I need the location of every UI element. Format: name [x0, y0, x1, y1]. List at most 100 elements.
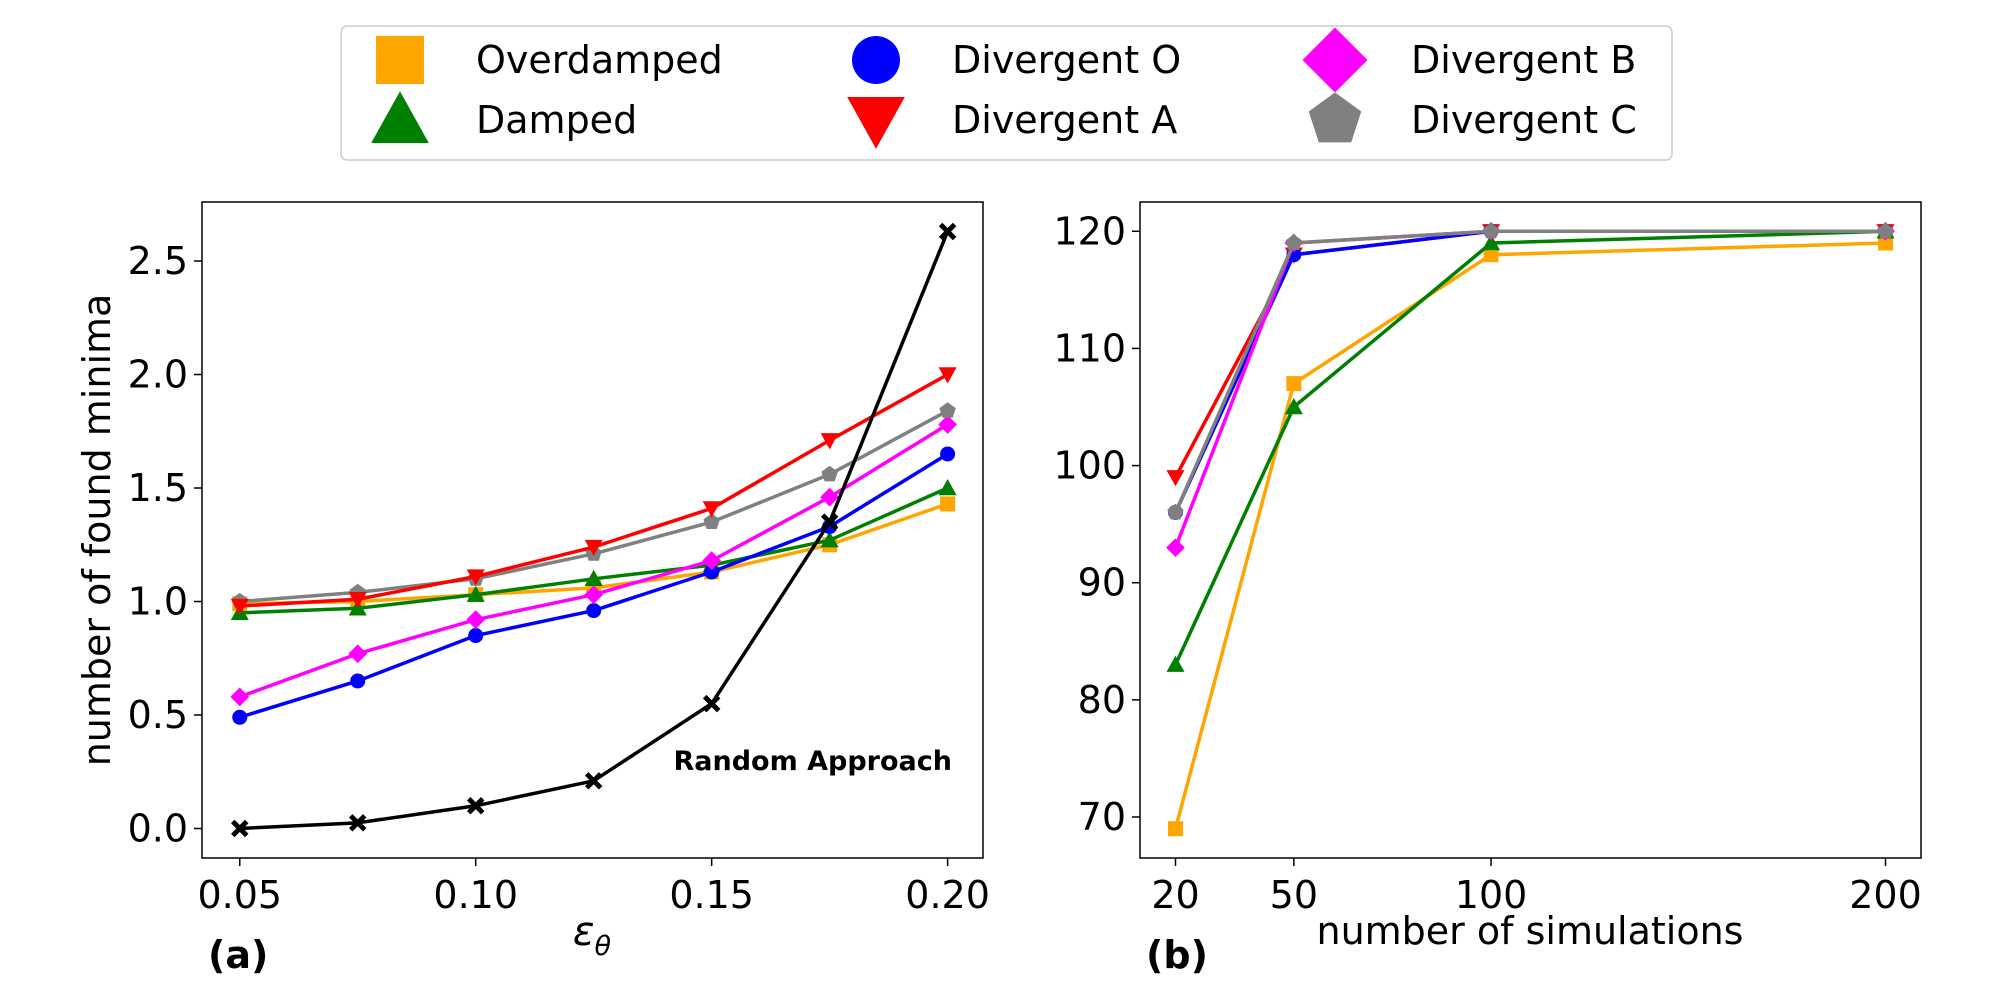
legend-marker-divergent-a: [847, 96, 905, 149]
panel-b-point-damped-0: [1166, 655, 1185, 672]
panel-a-point-divergent-o-0: [232, 709, 248, 725]
legend-marker-overdamped: [376, 36, 424, 84]
panel-b-point-damped-2: [1482, 234, 1501, 251]
panel-a-point-divergent-a-4: [702, 501, 721, 518]
legend-label-divergent-b: Divergent B: [1411, 38, 1636, 82]
legend-marker-damped: [371, 91, 429, 144]
panel-a-point-divergent-o-2: [468, 628, 484, 644]
panel-a-point-divergent-a-5: [820, 433, 839, 450]
panel-b-point-divergent-c-1: [1285, 234, 1303, 250]
panel-a-point-overdamped-6: [940, 496, 956, 512]
panel-a-point-damped-2: [466, 585, 485, 602]
panel-a-point-random-approach-0: [231, 819, 249, 838]
panel-a-ytick-label-1: 0.5: [128, 693, 188, 737]
panel-a-point-divergent-a-3: [584, 539, 603, 557]
panel-b-xtick-label-0: 20: [1151, 873, 1199, 917]
panel-a-point-divergent-b-2: [466, 610, 486, 630]
panel-a-point-random-approach-1: [348, 814, 367, 832]
panel-a-point-random-approach-6: [938, 222, 957, 241]
legend: Overdamped Divergent O Divergent B Damped Di…: [340, 25, 1673, 161]
panel-a-xtick-label-2: 0.15: [669, 873, 754, 917]
panel-b-xlabel: number of simulations: [1317, 909, 1744, 953]
legend-marker-divergent-b: [1302, 27, 1368, 93]
panel-a-point-divergent-a-0: [230, 598, 249, 616]
panel-b-point-overdamped-0: [1168, 821, 1183, 837]
panel-b: 20 50 100 200 70 80 90 100 110 120 number of simu…: [1053, 201, 1922, 977]
panel-a-point-divergent-c-4: [703, 513, 720, 530]
panel-a-point-divergent-b-4: [702, 551, 722, 571]
panel-a-point-divergent-o-1: [350, 673, 366, 689]
panel-a-point-divergent-a-6: [938, 367, 957, 384]
panel-a-point-divergent-o-6: [940, 446, 956, 462]
panel-a-xtick-label-3: 0.20: [905, 873, 990, 917]
panel-b-line-divergent-c: [1173, 229, 1886, 514]
panel-b-ytick-label-2: 90: [1078, 561, 1126, 605]
panel-a-point-random-approach-4: [702, 694, 721, 713]
panel-a-ytick-label-2: 1.0: [128, 580, 188, 624]
panel-b-ytick-label-1: 80: [1078, 678, 1126, 722]
legend-label-damped: Damped: [476, 98, 637, 142]
panel-a-ytick-label-0: 0.0: [128, 806, 188, 850]
panel-a-ytick-label-5: 2.5: [128, 239, 188, 283]
panel-a-point-random-approach-5: [820, 513, 839, 531]
panel-b-ytick-label-0: 70: [1078, 795, 1126, 839]
panel-a-line-random-approach: [239, 230, 950, 831]
panel-a-xtick-label-0: 0.05: [197, 873, 282, 917]
panel-a-point-divergent-b-6: [938, 415, 957, 434]
panel-a-ytick-label-3: 1.5: [128, 466, 188, 510]
panel-a-point-damped-5: [820, 531, 839, 548]
panel-b-point-divergent-b-0: [1166, 538, 1185, 557]
panel-b-xtick-label-2: 100: [1455, 873, 1528, 917]
panel-a-point-random-approach-3: [584, 772, 603, 790]
panel-b-point-divergent-c-2: [1482, 222, 1500, 239]
panel-a-point-divergent-b-3: [584, 585, 604, 605]
panel-a-point-divergent-c-6: [939, 402, 956, 418]
legend-label-overdamped: Overdamped: [476, 38, 723, 82]
panel-a-ticks: 0.05 0.10 0.15 0.20 0.0 0.5 1.0 1.5 2.0 2.5: [128, 239, 990, 917]
panel-a-annotation: Random Approach: [673, 746, 952, 777]
panel-b-point-divergent-c-0: [1167, 503, 1184, 520]
panel-a-xlabel-main: ε: [573, 909, 595, 955]
panel-b-line-overdamped: [1173, 241, 1886, 830]
panel-b-xtick-label-1: 50: [1270, 873, 1318, 917]
panel-a-point-divergent-b-0: [230, 687, 250, 707]
panel-b-ytick-label-5: 120: [1053, 209, 1126, 253]
panel-a-point-random-approach-2: [466, 797, 485, 815]
legend-marker-divergent-o: [852, 36, 900, 84]
panel-b-xtick-label-3: 200: [1849, 873, 1922, 917]
panel-a-point-divergent-a-2: [466, 569, 485, 586]
panel-b-point-divergent-a-0: [1166, 470, 1185, 487]
legend-label-divergent-o: Divergent O: [952, 38, 1181, 82]
panel-a-point-divergent-a-1: [348, 592, 367, 609]
panel-a-xlabel: εθ: [573, 909, 611, 962]
panel-a-point-divergent-b-1: [348, 644, 368, 664]
panel-a-point-divergent-b-5: [820, 487, 840, 507]
panel-b-point-overdamped-2: [1483, 247, 1499, 263]
panel-b-label: (b): [1146, 933, 1208, 977]
legend-label-divergent-a: Divergent A: [952, 98, 1177, 142]
panel-b-point-overdamped-1: [1286, 376, 1302, 392]
panel-b-ticks: 20 50 100 200 70 80 90 100 110 120: [1053, 209, 1921, 917]
panel-b-series: [1166, 221, 1895, 837]
panel-a-point-damped-3: [584, 569, 603, 587]
panel-a-xlabel-sub: θ: [595, 931, 612, 962]
panel-b-point-overdamped-3: [1878, 235, 1893, 251]
panel-a-series: [230, 222, 957, 838]
panel-a-frame: [201, 201, 984, 859]
legend-label-divergent-c: Divergent C: [1411, 98, 1637, 142]
panel-b-ytick-label-4: 110: [1053, 326, 1126, 370]
panel-a-point-divergent-c-5: [821, 465, 838, 482]
panel-a-point-divergent-o-4: [704, 564, 720, 580]
panel-a-ylabel: number of found minima: [75, 294, 119, 767]
panel-b-point-divergent-c-3: [1877, 222, 1894, 239]
panel-a-point-divergent-o-3: [586, 603, 602, 619]
panel-a: 0.05 0.10 0.15 0.20 0.0 0.5 1.0 1.5 2.0 2.5 Rando…: [75, 201, 990, 977]
legend-marker-divergent-c: [1308, 92, 1362, 143]
panel-b-ytick-label-3: 100: [1053, 444, 1126, 488]
panel-a-ytick-label-4: 2.0: [128, 353, 188, 397]
panel-b-line-damped: [1173, 229, 1886, 666]
panel-b-frame: [1139, 201, 1922, 859]
panel-a-label: (a): [208, 933, 268, 977]
panel-b-point-damped-1: [1284, 398, 1303, 415]
